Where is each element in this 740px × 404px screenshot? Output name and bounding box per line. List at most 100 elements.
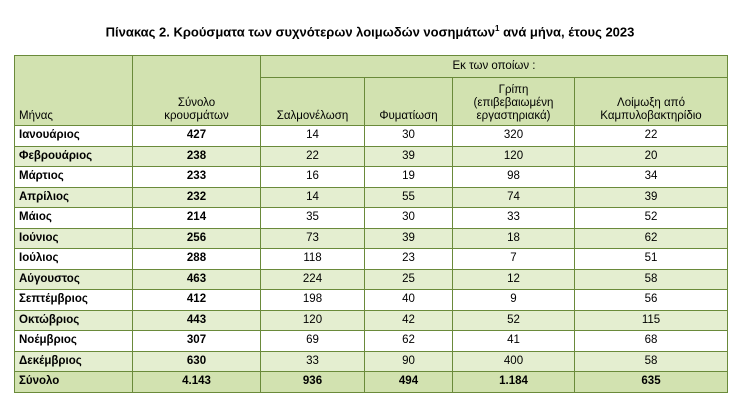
table-title: Πίνακας 2. Κρούσματα των συχνότερων λοιμ…	[0, 24, 740, 39]
total-cell: 307	[132, 330, 261, 352]
table-body: Ιανουάριος 427 14 30 320 22 Φεβρουάριος 238 22 39…	[14, 125, 728, 372]
total-cell: 232	[132, 186, 261, 208]
tuberculosis-cell: 30	[364, 207, 453, 229]
title-footnote-mark: 1	[495, 24, 500, 33]
campylo-cell: 22	[574, 125, 728, 147]
total-row-flu: 1.184	[452, 371, 575, 393]
total-cell: 288	[132, 248, 261, 270]
table-row: Αύγουστος 463 224 25 12 58	[14, 268, 728, 290]
table-row: Ιανουάριος 427 14 30 320 22	[14, 125, 728, 147]
total-cell: 256	[132, 227, 261, 249]
month-cell: Ιούλιος	[14, 248, 133, 270]
month-cell: Ιούνιος	[14, 227, 133, 249]
month-cell: Απρίλιος	[14, 186, 133, 208]
flu-cell: 7	[452, 248, 575, 270]
header-total-line2: κρουσμάτων	[164, 110, 229, 122]
tuberculosis-cell: 42	[364, 309, 453, 331]
total-row-salmonellosis: 936	[260, 371, 365, 393]
total-row-total: 4.143	[132, 371, 261, 393]
header-month: Μήνας	[14, 55, 133, 126]
salmonellosis-cell: 69	[260, 330, 365, 352]
flu-cell: 320	[452, 125, 575, 147]
total-cell: 443	[132, 309, 261, 331]
header-total-line1: Σύνολο	[177, 97, 216, 109]
total-row-campylo: 635	[574, 371, 728, 393]
total-row-tuberculosis: 494	[364, 371, 453, 393]
total-row-label: Σύνολο	[14, 371, 133, 393]
table-row: Φεβρουάριος 238 22 39 120 20	[14, 145, 728, 167]
flu-cell: 41	[452, 330, 575, 352]
header-total: Σύνολο κρουσμάτων	[132, 55, 261, 126]
month-cell: Νοέμβριος	[14, 330, 133, 352]
total-cell: 463	[132, 268, 261, 290]
header-campylo-line2: Καμπυλοβακτηρίδιο	[600, 110, 702, 122]
table-row: Μάρτιος 233 16 19 98 34	[14, 166, 728, 188]
total-cell: 214	[132, 207, 261, 229]
title-text: Πίνακας 2. Κρούσματα των συχνότερων λοιμ…	[105, 24, 496, 40]
campylo-cell: 20	[574, 145, 728, 167]
header-flu-line1: Γρίπη	[498, 84, 529, 96]
campylo-cell: 56	[574, 289, 728, 311]
tuberculosis-cell: 55	[364, 186, 453, 208]
table-row: Δεκέμβριος 630 33 90 400 58	[14, 350, 728, 372]
header-flu-line2: (επιβεβαιωμένη	[473, 97, 554, 109]
table-row: Μάιος 214 35 30 33 52	[14, 207, 728, 229]
tuberculosis-cell: 19	[364, 166, 453, 188]
title-tail: ανά μήνα, έτους 2023	[499, 24, 635, 40]
salmonellosis-cell: 22	[260, 145, 365, 167]
month-cell: Δεκέμβριος	[14, 350, 133, 372]
table-row: Ιούλιος 288 118 23 7 51	[14, 248, 728, 270]
salmonellosis-cell: 120	[260, 309, 365, 331]
campylo-cell: 51	[574, 248, 728, 270]
flu-cell: 33	[452, 207, 575, 229]
salmonellosis-cell: 118	[260, 248, 365, 270]
table-row: Νοέμβριος 307 69 62 41 68	[14, 330, 728, 352]
tuberculosis-cell: 25	[364, 268, 453, 290]
tuberculosis-cell: 39	[364, 145, 453, 167]
header-group: Εκ των οποίων :	[260, 55, 728, 78]
total-cell: 412	[132, 289, 261, 311]
table-row: Σεπτέμβριος 412 198 40 9 56	[14, 289, 728, 311]
tuberculosis-cell: 39	[364, 227, 453, 249]
salmonellosis-cell: 14	[260, 125, 365, 147]
flu-cell: 74	[452, 186, 575, 208]
tuberculosis-cell: 40	[364, 289, 453, 311]
header-salmonellosis: Σαλμονέλωση	[260, 77, 365, 126]
campylo-cell: 34	[574, 166, 728, 188]
salmonellosis-cell: 35	[260, 207, 365, 229]
salmonellosis-cell: 198	[260, 289, 365, 311]
flu-cell: 98	[452, 166, 575, 188]
total-cell: 630	[132, 350, 261, 372]
salmonellosis-cell: 16	[260, 166, 365, 188]
total-cell: 238	[132, 145, 261, 167]
salmonellosis-cell: 224	[260, 268, 365, 290]
salmonellosis-cell: 73	[260, 227, 365, 249]
table-row: Οκτώβριος 443 120 42 52 115	[14, 309, 728, 331]
salmonellosis-cell: 14	[260, 186, 365, 208]
tuberculosis-cell: 23	[364, 248, 453, 270]
month-cell: Ιανουάριος	[14, 125, 133, 147]
header-flu: Γρίπη (επιβεβαιωμένη εργαστηριακά)	[452, 77, 575, 126]
flu-cell: 400	[452, 350, 575, 372]
campylo-cell: 39	[574, 186, 728, 208]
flu-cell: 9	[452, 289, 575, 311]
month-cell: Αύγουστος	[14, 268, 133, 290]
campylo-cell: 58	[574, 268, 728, 290]
campylo-cell: 58	[574, 350, 728, 372]
total-cell: 233	[132, 166, 261, 188]
header-flu-line3: εργαστηριακά)	[476, 110, 551, 122]
month-cell: Οκτώβριος	[14, 309, 133, 331]
month-cell: Σεπτέμβριος	[14, 289, 133, 311]
flu-cell: 12	[452, 268, 575, 290]
month-cell: Μάιος	[14, 207, 133, 229]
tuberculosis-cell: 90	[364, 350, 453, 372]
table-row: Ιούνιος 256 73 39 18 62	[14, 227, 728, 249]
tuberculosis-cell: 30	[364, 125, 453, 147]
campylo-cell: 115	[574, 309, 728, 331]
flu-cell: 18	[452, 227, 575, 249]
flu-cell: 52	[452, 309, 575, 331]
cases-table: Μήνας Σύνολο κρουσμάτων Εκ των οποίων : …	[14, 55, 728, 393]
table-row: Απρίλιος 232 14 55 74 39	[14, 186, 728, 208]
campylo-cell: 52	[574, 207, 728, 229]
total-cell: 427	[132, 125, 261, 147]
